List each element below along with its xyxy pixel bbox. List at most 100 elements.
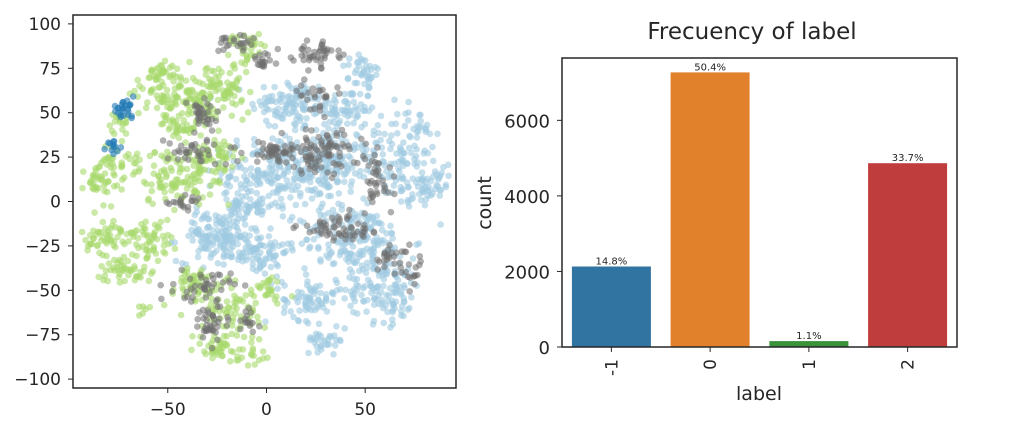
- scatter-point: [351, 69, 359, 77]
- scatter-point: [261, 282, 269, 289]
- scatter-point: [241, 282, 249, 289]
- scatter-point: [299, 142, 307, 150]
- scatter-point: [273, 278, 281, 285]
- scatter-point: [116, 270, 123, 278]
- scatter-point: [177, 142, 185, 150]
- scatter-point: [255, 235, 263, 243]
- bar-x-tick-label: 1: [800, 359, 820, 370]
- scatter-point: [273, 261, 280, 268]
- scatter-point: [391, 281, 398, 289]
- scatter-point: [295, 317, 303, 325]
- scatter-point: [158, 183, 165, 191]
- scatter-point: [233, 224, 241, 231]
- scatter-point: [160, 93, 168, 100]
- scatter-point: [159, 120, 167, 128]
- scatter-point: [185, 232, 192, 240]
- scatter-point: [293, 87, 301, 95]
- scatter-point: [296, 117, 304, 125]
- scatter-point: [325, 125, 332, 132]
- scatter-point: [357, 247, 364, 255]
- scatter-point: [151, 149, 158, 157]
- scatter-point: [262, 318, 269, 326]
- scatter-y-tick-label: 75: [39, 59, 61, 79]
- scatter-point: [142, 218, 149, 226]
- scatter-point: [177, 76, 185, 83]
- scatter-point: [174, 94, 182, 102]
- scatter-point: [423, 121, 431, 129]
- scatter-point: [280, 309, 288, 317]
- scatter-point: [194, 323, 201, 331]
- scatter-point: [361, 210, 369, 217]
- scatter-point: [353, 275, 361, 283]
- scatter-point: [302, 271, 310, 278]
- scatter-point: [380, 319, 388, 327]
- scatter-point: [248, 333, 256, 341]
- bar-data-label: 1.1%: [796, 331, 821, 342]
- scatter-point: [321, 120, 328, 128]
- scatter-point: [269, 245, 277, 252]
- scatter-point: [321, 146, 328, 153]
- scatter-point: [412, 153, 420, 160]
- scatter-point: [148, 270, 155, 278]
- scatter-point: [404, 199, 412, 206]
- scatter-point: [161, 250, 169, 257]
- scatter-point: [315, 154, 323, 161]
- scatter-point: [396, 144, 404, 151]
- scatter-point: [121, 277, 128, 285]
- scatter-point: [244, 362, 252, 369]
- scatter-point: [251, 175, 259, 182]
- scatter-point: [411, 280, 418, 288]
- scatter-point: [405, 144, 413, 152]
- scatter-point: [166, 64, 174, 71]
- scatter-point: [316, 87, 324, 95]
- scatter-point: [281, 304, 288, 311]
- scatter-point: [370, 252, 377, 259]
- scatter-point: [337, 247, 345, 255]
- scatter-point: [362, 57, 369, 64]
- scatter-point: [187, 298, 195, 305]
- scatter-point: [223, 196, 230, 203]
- scatter-point: [119, 98, 126, 106]
- scatter-point: [233, 332, 241, 339]
- scatter-point: [261, 42, 269, 50]
- scatter-point: [240, 333, 248, 341]
- bar-x-axis: -1 0 1 2: [602, 347, 919, 376]
- scatter-point: [106, 140, 113, 147]
- scatter-point: [289, 247, 296, 254]
- scatter-point: [154, 257, 162, 265]
- scatter-point: [219, 220, 226, 227]
- scatter-point: [262, 171, 269, 179]
- scatter-point: [293, 139, 301, 146]
- scatter-y-axis: 100 75 50 25 0 −25 −50 −75 −100: [14, 15, 73, 390]
- scatter-point: [216, 179, 224, 187]
- scatter-point: [215, 79, 222, 86]
- scatter-point: [402, 268, 410, 276]
- scatter-point: [204, 100, 211, 108]
- scatter-point: [317, 289, 324, 297]
- scatter-point: [309, 187, 317, 195]
- scatter-point: [87, 179, 94, 187]
- scatter-point: [176, 148, 184, 156]
- scatter-point: [397, 289, 405, 296]
- scatter-point: [349, 236, 357, 243]
- scatter-point: [341, 90, 348, 98]
- scatter-point: [170, 132, 177, 140]
- scatter-point: [392, 288, 399, 295]
- scatter-point: [399, 156, 407, 164]
- scatter-point: [166, 140, 173, 147]
- scatter-point: [386, 164, 394, 171]
- scatter-point: [250, 105, 258, 113]
- scatter-point: [265, 249, 273, 256]
- scatter-point: [95, 172, 103, 180]
- scatter-point: [330, 351, 337, 358]
- scatter-point: [381, 249, 389, 257]
- scatter-point: [249, 265, 257, 273]
- scatter-point: [408, 149, 415, 157]
- scatter-y-tick-label: −100: [14, 370, 61, 390]
- scatter-point: [256, 98, 264, 105]
- scatter-point: [182, 77, 190, 84]
- scatter-point: [282, 159, 290, 166]
- scatter-point: [194, 174, 201, 181]
- scatter-points: [78, 30, 452, 369]
